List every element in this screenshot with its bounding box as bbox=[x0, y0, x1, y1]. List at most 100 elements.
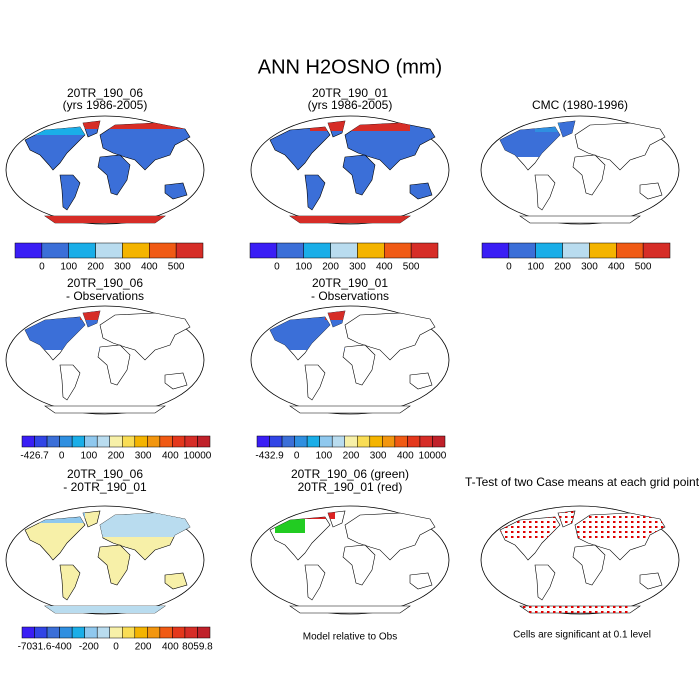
colorbar-label: 8059.8 bbox=[182, 642, 213, 653]
colorbar-label: 400 bbox=[376, 262, 393, 273]
color-swatch bbox=[159, 435, 173, 448]
colorbar: 0 100 200 300 400 500 bbox=[249, 242, 439, 273]
map bbox=[250, 115, 450, 225]
colorbar-label: 10000 bbox=[419, 451, 447, 462]
color-swatch bbox=[535, 242, 563, 259]
color-swatch bbox=[71, 626, 85, 639]
color-swatch bbox=[149, 242, 177, 259]
colorbar-label: -400 bbox=[52, 642, 72, 653]
figure-title: ANN H2OSNO (mm) bbox=[258, 56, 442, 78]
colorbar-label: 0 bbox=[39, 262, 45, 273]
colorbar-label: 400 bbox=[141, 262, 158, 273]
colorbar-label: 200 bbox=[554, 262, 571, 273]
color-swatch bbox=[384, 242, 412, 259]
panel-title: 20TR_190_01 bbox=[312, 276, 388, 290]
colorbar-label: 400 bbox=[608, 262, 625, 273]
color-swatch bbox=[369, 435, 383, 448]
color-swatch bbox=[331, 435, 345, 448]
color-swatch bbox=[344, 435, 358, 448]
color-swatch bbox=[41, 242, 69, 259]
color-swatch bbox=[184, 435, 198, 448]
colorbar-label: -432.9 bbox=[255, 451, 284, 462]
color-swatch bbox=[562, 242, 590, 259]
color-swatch bbox=[357, 242, 385, 259]
panel-title: CMC (1980-1996) bbox=[532, 98, 628, 112]
color-swatch bbox=[109, 435, 123, 448]
color-swatch bbox=[589, 242, 617, 259]
colorbar-label: 0 bbox=[294, 451, 300, 462]
color-swatch bbox=[249, 242, 278, 259]
colorbar-label: 100 bbox=[295, 262, 312, 273]
colorbar-label: 0 bbox=[113, 642, 119, 653]
map bbox=[480, 505, 680, 615]
color-swatch bbox=[184, 626, 198, 639]
color-swatch bbox=[46, 435, 60, 448]
colorbar-label: 300 bbox=[349, 262, 366, 273]
color-swatch bbox=[59, 626, 73, 639]
color-swatch bbox=[256, 435, 270, 448]
color-swatch bbox=[96, 626, 110, 639]
color-swatch bbox=[68, 242, 96, 259]
color-swatch bbox=[34, 626, 48, 639]
color-swatch bbox=[71, 435, 85, 448]
colorbar-label: 10000 bbox=[184, 451, 212, 462]
colorbar-label: -7031.6 bbox=[18, 642, 52, 653]
map bbox=[250, 305, 450, 415]
color-swatch bbox=[432, 435, 446, 448]
color-swatch bbox=[84, 435, 98, 448]
color-swatch bbox=[419, 435, 433, 448]
color-swatch bbox=[642, 242, 671, 259]
color-swatch bbox=[14, 242, 43, 259]
color-swatch bbox=[134, 435, 148, 448]
color-swatch bbox=[175, 242, 204, 259]
panel-title: (yrs 1986-2005) bbox=[63, 98, 148, 112]
color-swatch bbox=[172, 626, 186, 639]
colorbar-label: 100 bbox=[316, 451, 333, 462]
color-swatch bbox=[481, 242, 510, 259]
panel-title: T-Test of two Case means at each grid po… bbox=[465, 475, 700, 489]
color-swatch bbox=[508, 242, 536, 259]
color-swatch bbox=[147, 435, 161, 448]
colorbar-label: 200 bbox=[87, 262, 104, 273]
colorbar-label: 0 bbox=[59, 451, 65, 462]
colorbar-label: 0 bbox=[506, 262, 512, 273]
colorbar-label: 300 bbox=[581, 262, 598, 273]
color-swatch bbox=[59, 435, 73, 448]
color-swatch bbox=[197, 626, 211, 639]
panel-title: - Observations bbox=[66, 289, 144, 303]
color-swatch bbox=[407, 435, 421, 448]
color-swatch bbox=[269, 435, 283, 448]
map bbox=[5, 305, 205, 415]
colorbar-label: 200 bbox=[108, 451, 125, 462]
panel-title: (yrs 1986-2005) bbox=[308, 98, 393, 112]
panel-title: 20TR_190_01 bbox=[312, 86, 388, 100]
color-swatch bbox=[159, 626, 173, 639]
color-swatch bbox=[21, 626, 35, 639]
color-swatch bbox=[96, 435, 110, 448]
color-swatch bbox=[109, 626, 123, 639]
colorbar-label: 200 bbox=[322, 262, 339, 273]
panel-title: - Observations bbox=[311, 289, 389, 303]
colorbar-label: 300 bbox=[114, 262, 131, 273]
color-swatch bbox=[122, 626, 136, 639]
colorbar: -7031.6 -400 -200 0 200 400 8059.8 bbox=[18, 626, 213, 653]
color-swatch bbox=[197, 435, 211, 448]
color-swatch bbox=[281, 435, 295, 448]
color-swatch bbox=[319, 435, 333, 448]
colorbar-label: 300 bbox=[370, 451, 387, 462]
panel-title: 20TR_190_06 bbox=[67, 467, 143, 481]
colorbar-label: 100 bbox=[527, 262, 544, 273]
color-swatch bbox=[357, 435, 371, 448]
map bbox=[480, 115, 680, 225]
note: Model relative to Obs bbox=[303, 632, 398, 643]
colorbar: 0 100 200 300 400 500 bbox=[481, 242, 671, 273]
panel-title: 20TR_190_01 (red) bbox=[298, 480, 403, 494]
color-swatch bbox=[394, 435, 408, 448]
colorbar: -426.7 0 100 200 300 400 10000 bbox=[20, 435, 212, 462]
color-swatch bbox=[122, 242, 150, 259]
colorbar: -432.9 0 100 200 300 400 10000 bbox=[255, 435, 447, 462]
colorbar-label: 100 bbox=[60, 262, 77, 273]
color-swatch bbox=[21, 435, 35, 448]
